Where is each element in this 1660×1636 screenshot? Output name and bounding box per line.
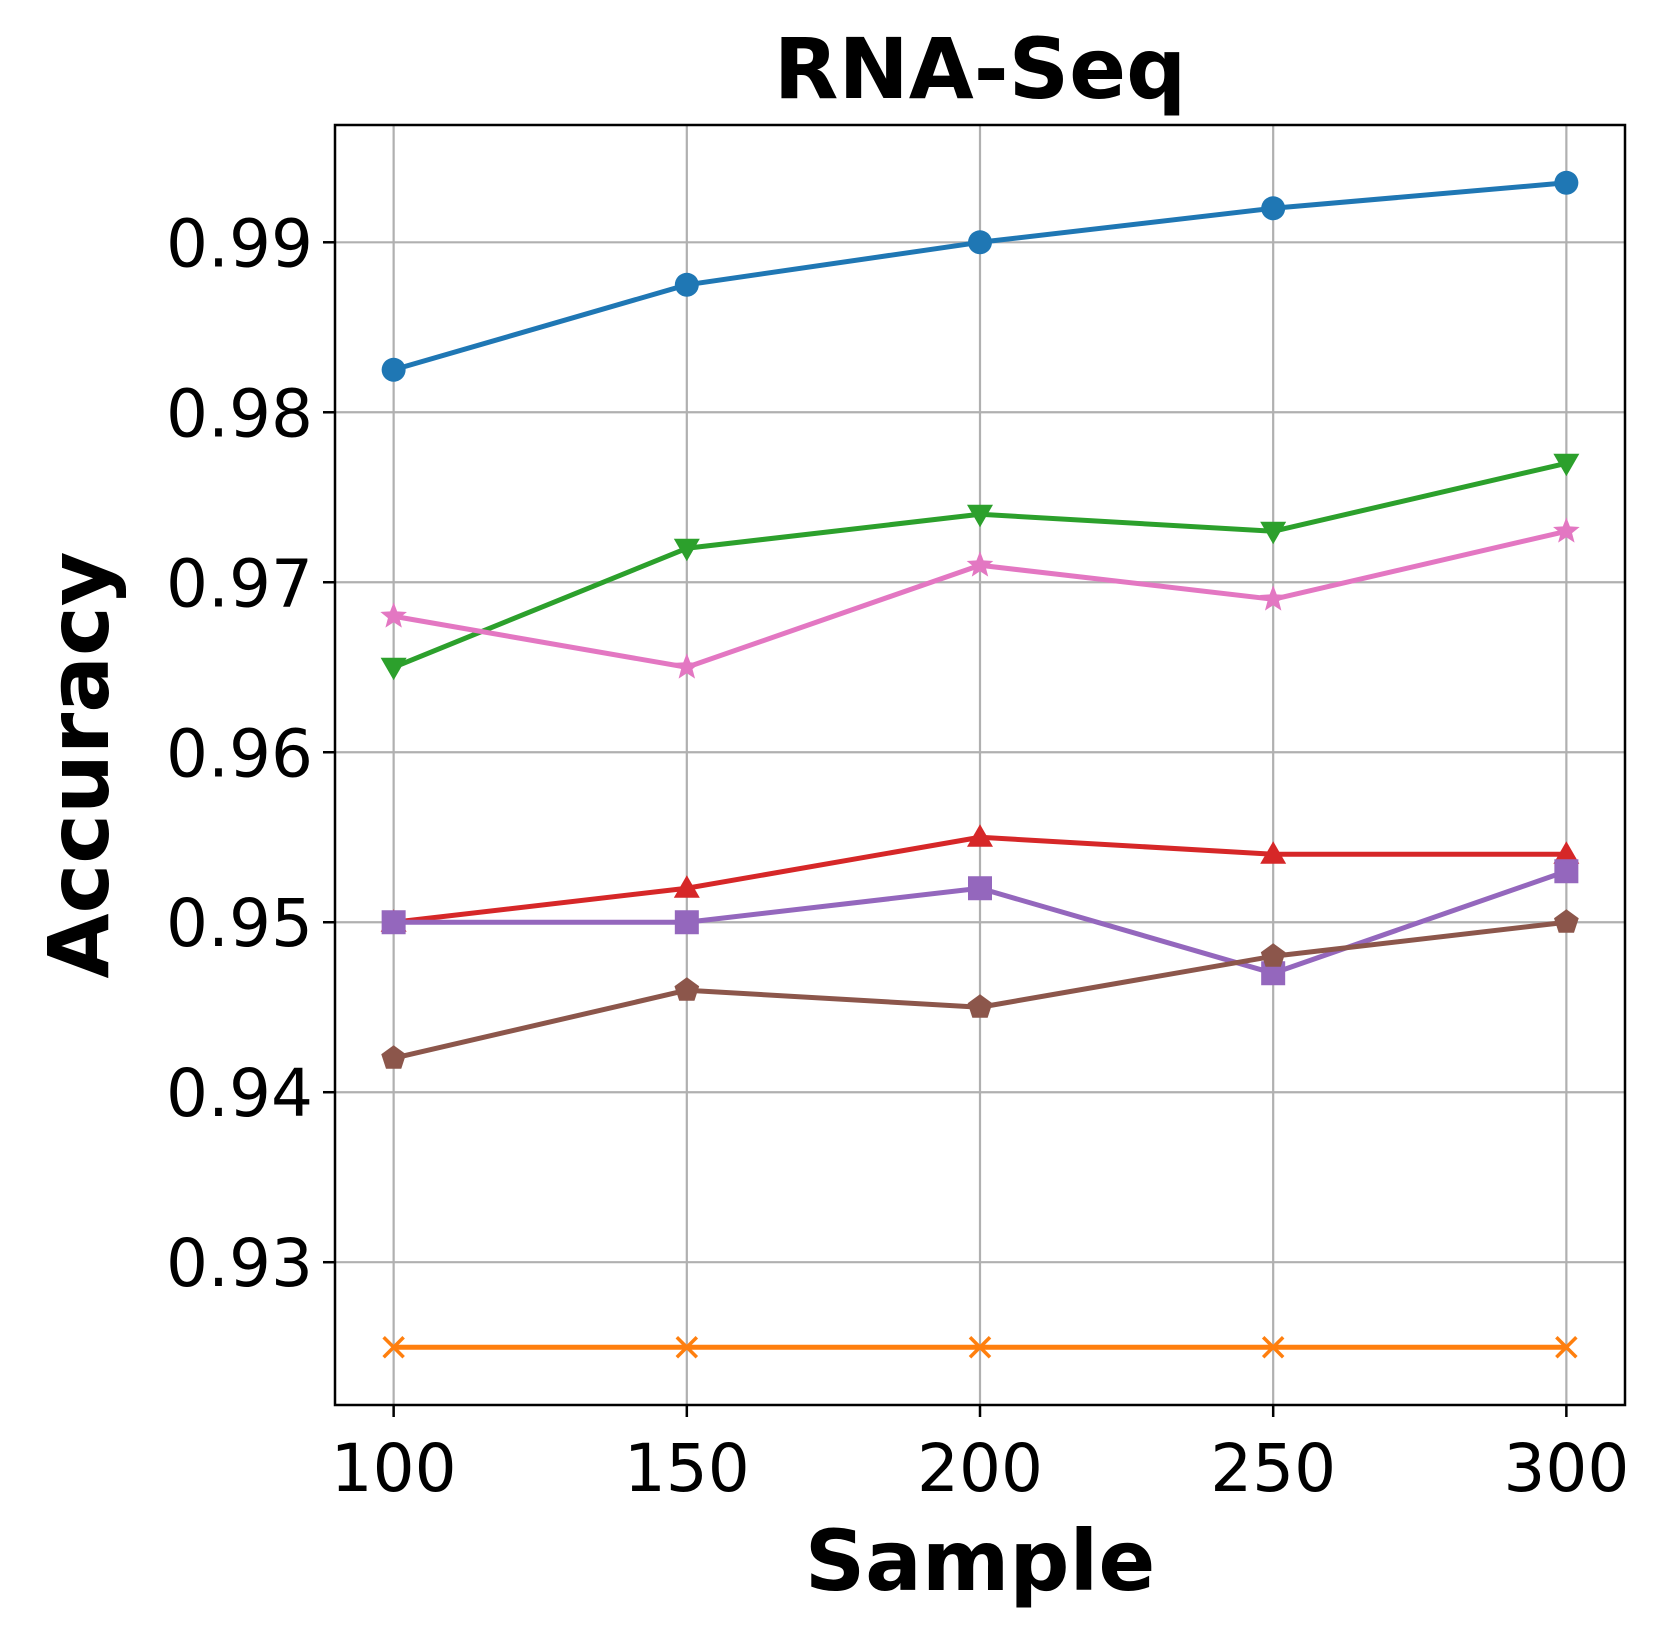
y-axis-title: Accuracy bbox=[30, 551, 128, 978]
series-purple-point bbox=[674, 910, 699, 935]
series-green-point bbox=[1553, 453, 1580, 477]
series-purple-point bbox=[968, 876, 992, 901]
series-red-point bbox=[967, 824, 993, 847]
series-green-point bbox=[380, 657, 407, 681]
series-green bbox=[380, 453, 1580, 681]
series-brown-point bbox=[381, 1045, 406, 1069]
x-tick-label: 300 bbox=[1503, 1430, 1629, 1507]
series-green-point bbox=[1260, 521, 1287, 545]
series-brown-point bbox=[674, 977, 700, 1001]
series-red-point bbox=[1260, 841, 1287, 864]
series-pink-point bbox=[966, 551, 994, 577]
y-tick-label: 0.93 bbox=[166, 1225, 313, 1302]
y-tick-label: 0.94 bbox=[166, 1055, 313, 1132]
series-brown bbox=[381, 909, 1579, 1069]
series-pink-point bbox=[673, 653, 701, 679]
series-orange-point bbox=[382, 1335, 405, 1359]
x-axis-title: Sample bbox=[805, 1512, 1156, 1610]
y-tick-label: 0.96 bbox=[166, 715, 313, 792]
series-red-point bbox=[673, 875, 700, 898]
series-orange-point bbox=[1261, 1335, 1285, 1359]
series-pink-point bbox=[1553, 517, 1580, 543]
series-group bbox=[380, 170, 1580, 1359]
series-blue-point bbox=[674, 272, 699, 297]
chart-title: RNA-Seq bbox=[774, 20, 1186, 118]
x-tick-label: 200 bbox=[917, 1430, 1043, 1507]
series-orange-point bbox=[968, 1335, 992, 1359]
x-tick-label: 250 bbox=[1210, 1430, 1336, 1507]
y-tick-label: 0.95 bbox=[166, 885, 313, 962]
series-brown-point bbox=[1554, 909, 1579, 933]
series-green-point bbox=[673, 538, 700, 562]
series-red-point bbox=[1553, 841, 1580, 864]
y-tick-label: 0.98 bbox=[166, 375, 313, 452]
grid bbox=[335, 125, 1625, 1405]
series-blue-point bbox=[968, 230, 992, 255]
series-orange bbox=[382, 1335, 1578, 1359]
series-brown-point bbox=[1260, 943, 1286, 967]
series-blue-point bbox=[1554, 170, 1579, 195]
x-tick-label: 100 bbox=[331, 1430, 457, 1507]
series-blue-point bbox=[1261, 196, 1286, 221]
series-pink bbox=[380, 517, 1580, 679]
series-blue-point bbox=[381, 357, 406, 382]
series-purple bbox=[381, 859, 1579, 986]
x-tick-label: 150 bbox=[624, 1430, 750, 1507]
series-purple-point bbox=[381, 910, 406, 935]
y-tick-label: 0.99 bbox=[166, 205, 313, 282]
series-green-point bbox=[967, 504, 993, 528]
y-tick-label: 0.97 bbox=[166, 545, 313, 622]
series-orange-point bbox=[1555, 1335, 1578, 1359]
axis-ticks: 100 150 200 250 300 0.93 0.94 0.95 0.96 0.97 0.98 0… bbox=[166, 205, 1629, 1507]
series-blue bbox=[381, 170, 1579, 382]
series-purple-point bbox=[1554, 859, 1579, 884]
series-pink-point bbox=[1259, 585, 1287, 611]
series-orange-point bbox=[675, 1335, 699, 1359]
series-brown-point bbox=[967, 994, 993, 1018]
series-pink-point bbox=[380, 602, 407, 628]
